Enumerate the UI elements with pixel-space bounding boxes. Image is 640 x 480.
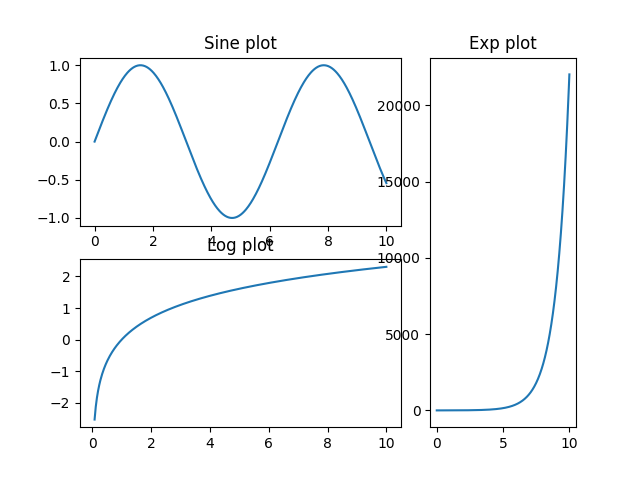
- Title: Log plot: Log plot: [207, 237, 274, 255]
- Title: Exp plot: Exp plot: [469, 35, 537, 53]
- Title: Sine plot: Sine plot: [204, 35, 277, 53]
